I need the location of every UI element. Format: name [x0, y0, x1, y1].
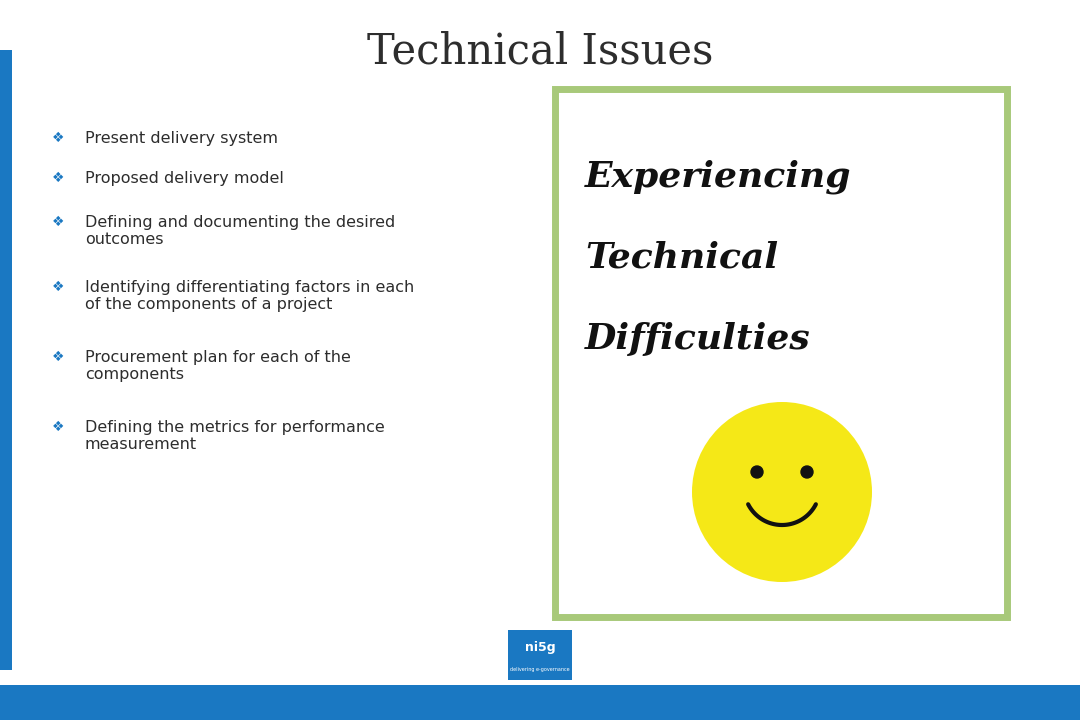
Circle shape [801, 466, 813, 478]
Text: ❖: ❖ [52, 280, 64, 294]
Text: ❖: ❖ [52, 215, 64, 229]
Text: Defining and documenting the desired
outcomes: Defining and documenting the desired out… [85, 215, 395, 248]
Text: Technical Issues: Technical Issues [367, 31, 713, 73]
Text: Experiencing: Experiencing [585, 160, 851, 194]
Text: ❖: ❖ [52, 171, 64, 185]
Bar [0, 685, 1080, 720]
Text: ni5g: ni5g [525, 642, 555, 654]
Text: ❖: ❖ [52, 420, 64, 434]
Text: Copyright 2015-2017, Government of India (DeitY) All rights reserved: Copyright 2015-2017, Government of India… [32, 695, 372, 705]
Text: Procurement plan for each of the
components: Procurement plan for each of the compone… [85, 350, 351, 382]
Text: Present delivery system: Present delivery system [85, 131, 278, 146]
Bar [555, 89, 1007, 617]
Text: Identifying differentiating factors in each
of the components of a project: Identifying differentiating factors in e… [85, 280, 415, 312]
Circle shape [751, 466, 762, 478]
Text: ❖: ❖ [52, 131, 64, 145]
Text: Difficulties: Difficulties [585, 322, 811, 356]
Text: Proposed delivery model: Proposed delivery model [85, 171, 284, 186]
Bar [508, 630, 572, 680]
Text: Defining the metrics for performance
measurement: Defining the metrics for performance mea… [85, 420, 384, 452]
Bar [0, 50, 12, 670]
Text: Technical: Technical [585, 240, 778, 274]
Text: 19: 19 [1037, 693, 1055, 707]
Text: ❖: ❖ [52, 350, 64, 364]
Text: delivering e-governance: delivering e-governance [510, 667, 570, 672]
Circle shape [692, 402, 872, 582]
